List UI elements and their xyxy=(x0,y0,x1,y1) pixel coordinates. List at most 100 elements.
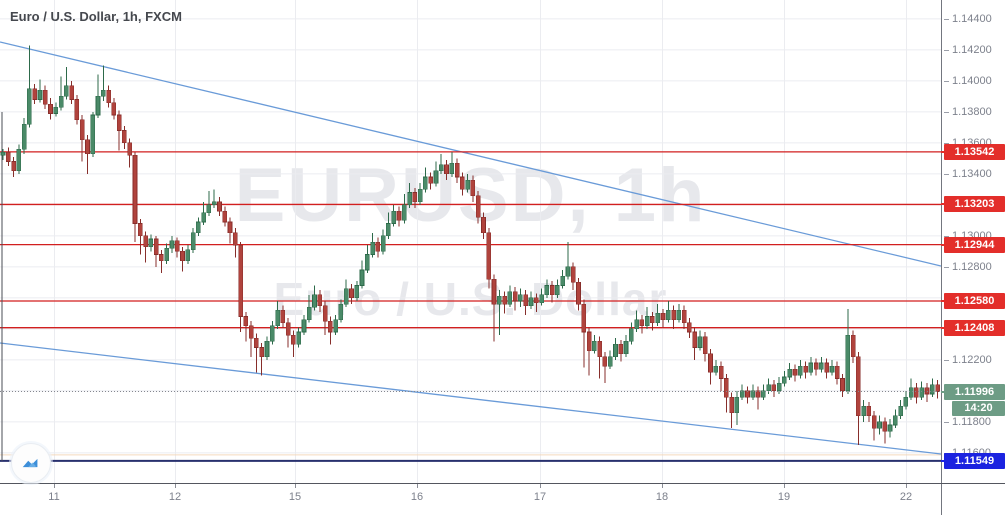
candle xyxy=(238,244,243,317)
candle xyxy=(269,325,275,342)
candle xyxy=(724,378,729,398)
candle xyxy=(190,232,196,251)
candle xyxy=(761,390,766,398)
candle xyxy=(296,331,301,345)
trendline[interactable] xyxy=(0,342,941,455)
price-axis-label: 1.14200 xyxy=(944,43,992,56)
candle xyxy=(153,238,159,255)
tradingview-logo[interactable] xyxy=(11,443,51,483)
candle xyxy=(808,362,814,373)
candle xyxy=(53,106,59,114)
candle xyxy=(148,238,154,248)
time-axis-label: 11 xyxy=(48,491,60,503)
candle xyxy=(877,421,882,429)
time-axis-label: 22 xyxy=(899,491,913,503)
time-axis-label: 17 xyxy=(533,491,547,503)
candle xyxy=(5,151,11,162)
candle xyxy=(755,390,761,398)
candle xyxy=(470,179,476,196)
candle xyxy=(507,291,513,305)
candle xyxy=(660,313,666,320)
candle xyxy=(143,235,148,248)
candle xyxy=(79,119,85,141)
candle xyxy=(708,353,713,373)
candle xyxy=(845,334,851,392)
candle xyxy=(929,384,935,395)
candle xyxy=(317,294,323,306)
candle xyxy=(840,378,845,392)
candle xyxy=(174,240,180,252)
candle xyxy=(914,387,919,398)
candle xyxy=(349,288,354,299)
candle xyxy=(924,387,930,395)
candle xyxy=(629,328,634,342)
time-scale[interactable]: 11 12 15 16 17 18 19 22 xyxy=(0,484,941,515)
candle xyxy=(803,365,808,373)
candle xyxy=(58,96,64,108)
chart-plot[interactable] xyxy=(0,0,941,483)
candle xyxy=(528,297,534,306)
candle xyxy=(570,266,576,283)
candle xyxy=(655,313,661,324)
candle xyxy=(90,114,96,155)
candle xyxy=(243,316,249,327)
candle xyxy=(486,232,492,280)
candle xyxy=(555,285,560,296)
candle xyxy=(417,189,423,203)
candles[interactable] xyxy=(0,45,940,446)
candle xyxy=(739,390,745,398)
candle xyxy=(824,362,829,373)
time-axis-label: 15 xyxy=(288,491,302,503)
candle xyxy=(523,294,529,306)
candle xyxy=(343,288,349,305)
level-price-label: 1.13203 xyxy=(941,196,1005,213)
mountain-chart-icon xyxy=(22,458,38,468)
candle xyxy=(560,275,565,286)
candle xyxy=(386,223,391,237)
time-axis-label: 18 xyxy=(655,491,669,503)
candle xyxy=(32,88,37,100)
candle xyxy=(116,114,122,131)
candle xyxy=(438,164,444,172)
candle xyxy=(185,249,191,262)
candle xyxy=(819,362,824,370)
candle xyxy=(908,387,914,398)
candle xyxy=(586,331,592,351)
candle xyxy=(856,356,861,417)
candle xyxy=(74,99,80,120)
level-price-label: 1.12580 xyxy=(941,293,1005,309)
candle xyxy=(634,319,639,330)
time-axis-tick xyxy=(54,484,55,488)
candle xyxy=(275,310,280,327)
trendline[interactable] xyxy=(0,41,941,267)
candle xyxy=(491,279,497,305)
candle xyxy=(449,162,455,175)
candle xyxy=(539,294,544,303)
candle xyxy=(375,241,381,252)
candle xyxy=(644,316,650,327)
price-axis-label: 1.12800 xyxy=(944,260,992,273)
candle xyxy=(576,282,581,305)
candle xyxy=(898,406,903,417)
candle xyxy=(787,368,793,378)
candle xyxy=(518,294,523,302)
candle xyxy=(407,192,412,206)
candle xyxy=(766,384,771,392)
candle xyxy=(0,151,6,156)
candle xyxy=(248,325,254,339)
candle xyxy=(328,320,333,333)
level-price-label: 1.13542 xyxy=(941,143,1005,160)
candle xyxy=(893,415,898,426)
candle xyxy=(48,103,53,114)
symbol-title: Euro / U.S. Dollar, 1h, FXCM xyxy=(10,9,182,24)
candle xyxy=(333,319,338,333)
candle xyxy=(301,319,307,333)
candle xyxy=(475,195,481,218)
candle xyxy=(338,303,344,320)
candle xyxy=(27,88,32,125)
price-scale[interactable]: 1.14400 1.14200 1.14000 1.13800 1.13600 1.134… xyxy=(941,0,1005,483)
candle xyxy=(681,310,687,324)
candle xyxy=(196,221,201,234)
candle xyxy=(280,310,286,324)
